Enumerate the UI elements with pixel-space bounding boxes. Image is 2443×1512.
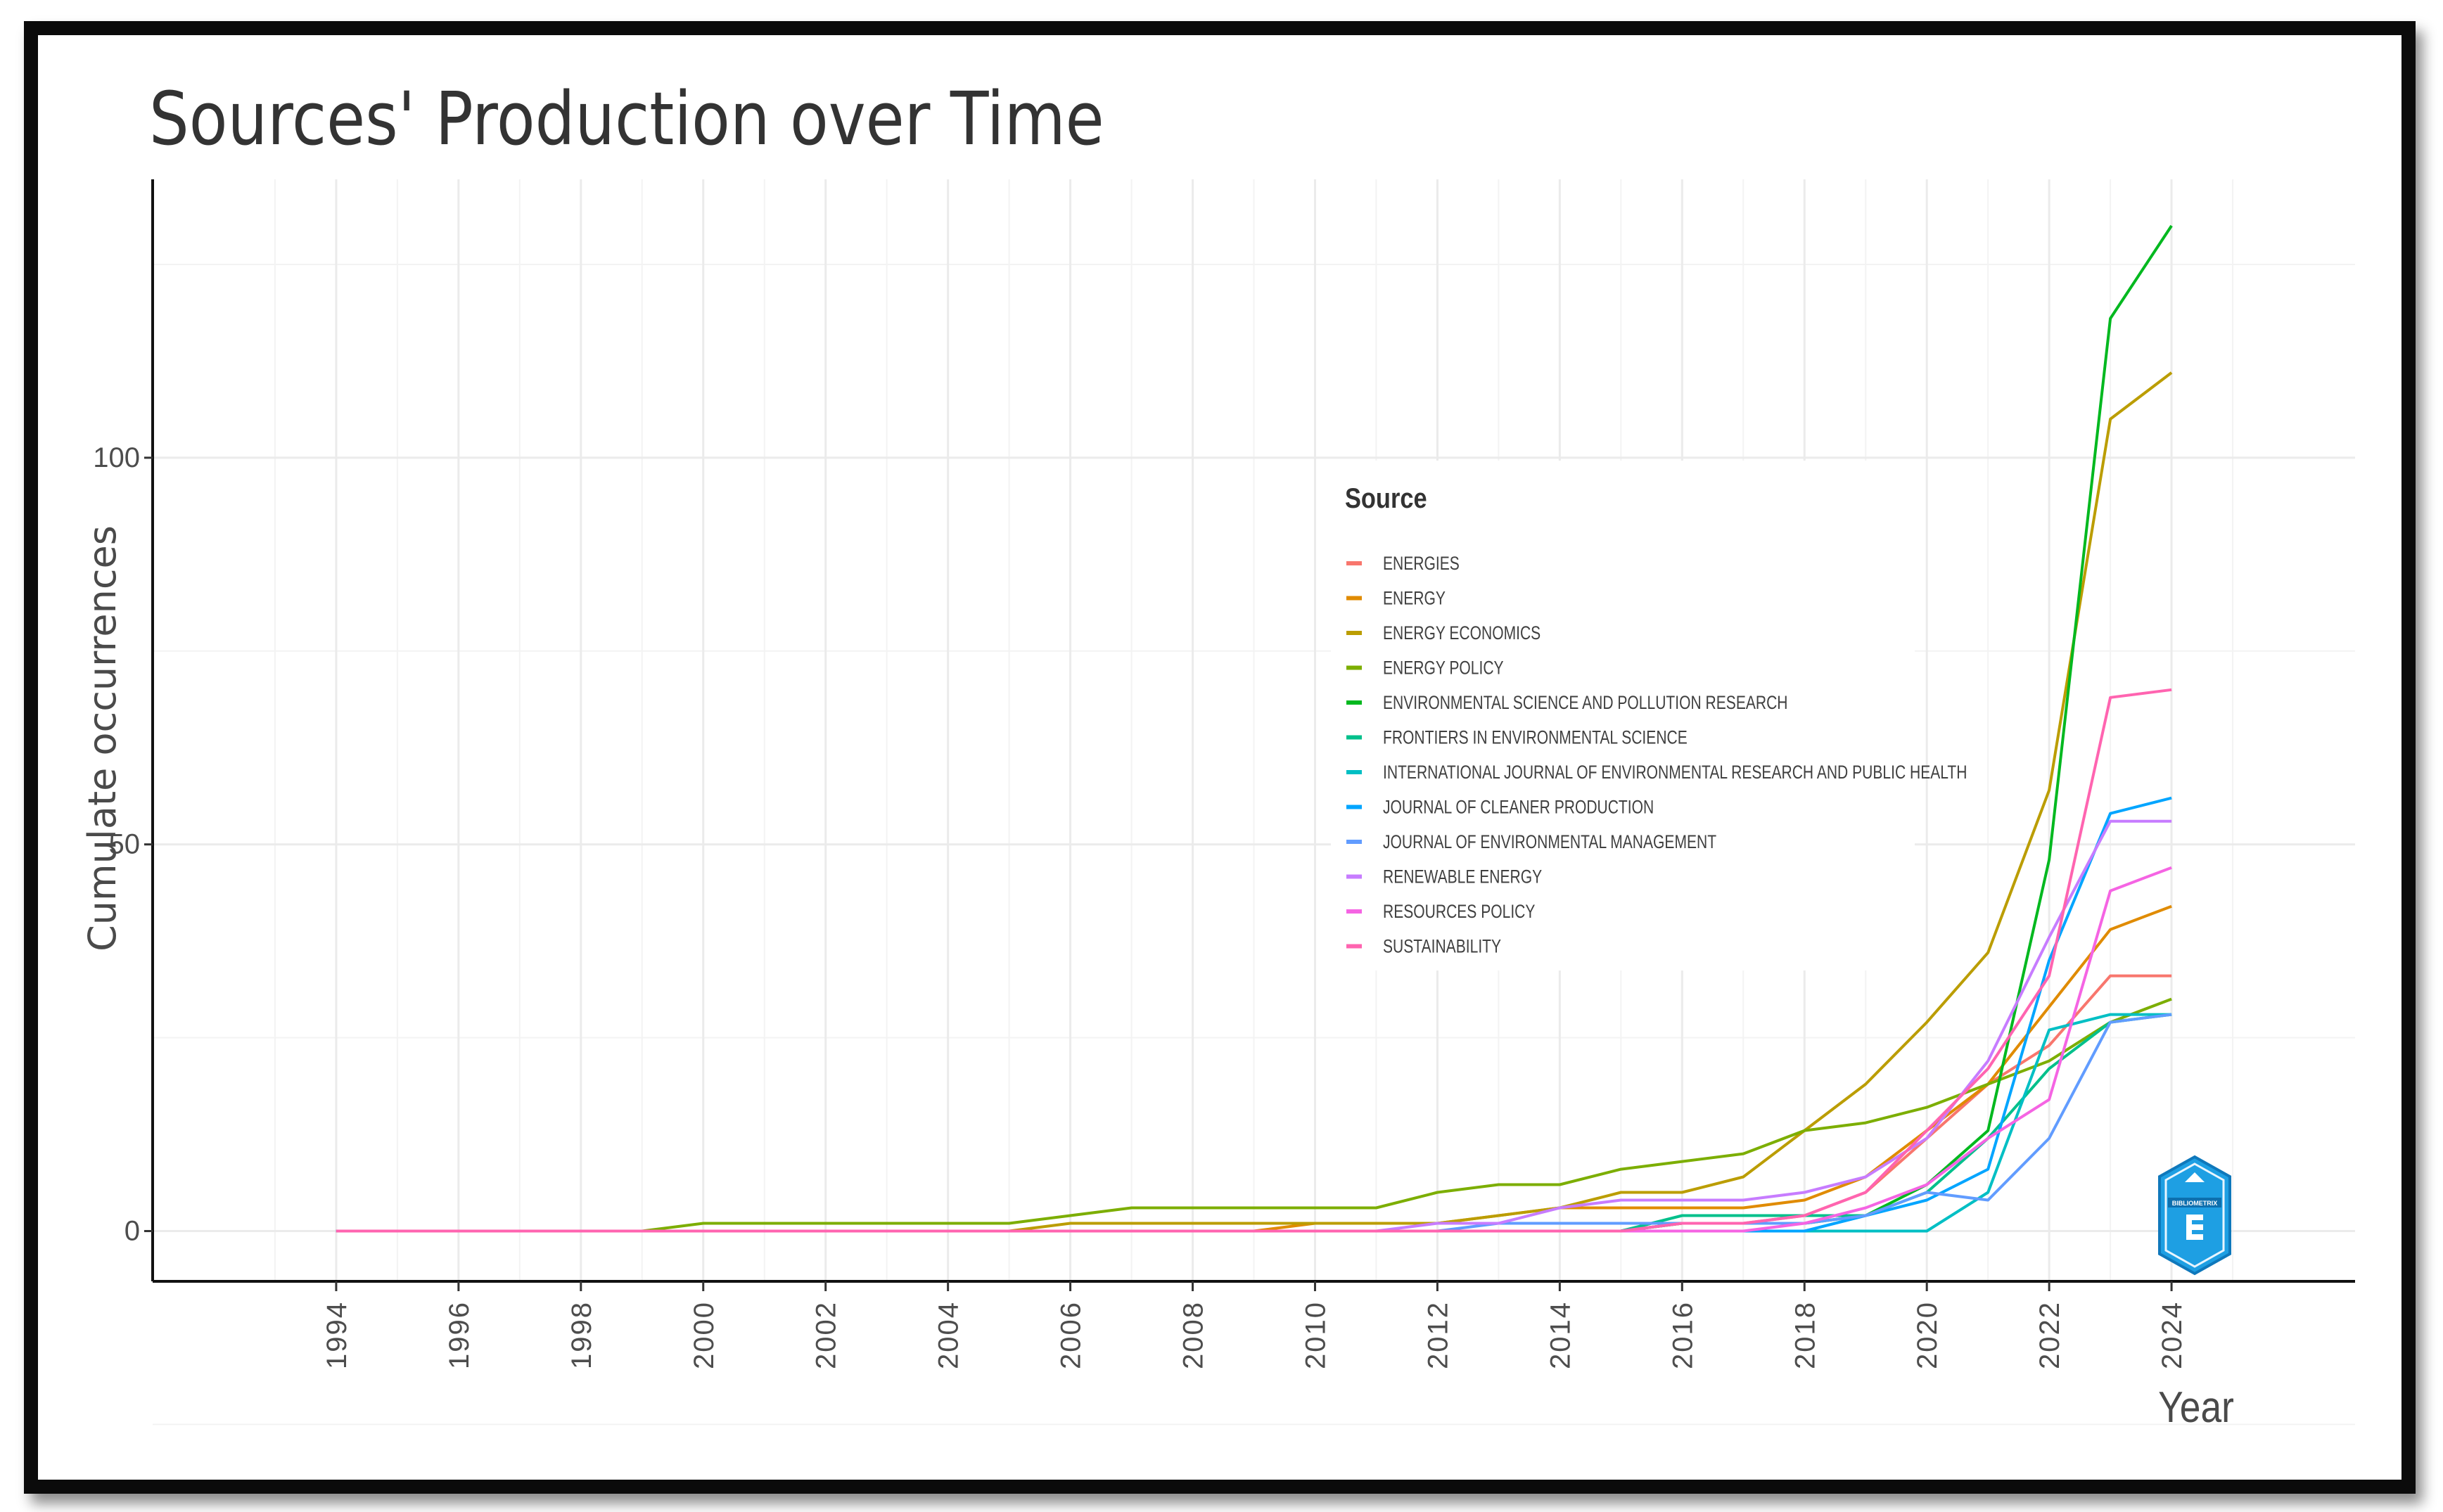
legend-label: SUSTAINABILITY: [1383, 936, 1501, 957]
logo-text: BIBLIOMETRIX: [2172, 1200, 2218, 1207]
y-ticks: 0 50 100: [93, 442, 153, 1247]
legend-label: RESOURCES POLICY: [1383, 902, 1535, 923]
x-tick-label: 2024: [2157, 1301, 2188, 1369]
legend-title: Source: [1345, 482, 1427, 514]
grid: [153, 179, 2355, 1425]
x-tick-label: 2000: [689, 1301, 720, 1369]
y-axis-label: Cumulate occurrences: [80, 525, 125, 952]
chart-svg: 0 50 100 1994 1996 1998 2000 2002 2004 2006 2008 2…: [80, 76, 2355, 1432]
legend-label: JOURNAL OF CLEANER PRODUCTION: [1383, 797, 1654, 818]
x-tick-label: 1994: [321, 1301, 352, 1369]
y-tick-label: 0: [125, 1216, 140, 1247]
x-tick-label: 2012: [1422, 1301, 1453, 1369]
x-tick-label: 1996: [444, 1301, 475, 1369]
logo-band: [2168, 1198, 2221, 1207]
logo-hexagon-inner: [2164, 1162, 2225, 1268]
legend-label: FRONTIERS IN ENVIRONMENTAL SCIENCE: [1383, 727, 1688, 748]
logo-peak: [2185, 1172, 2205, 1182]
legend-background: [1331, 461, 1915, 970]
legend-label: ENVIRONMENTAL SCIENCE AND POLLUTION RESE…: [1383, 693, 1788, 714]
x-ticks: 1994 1996 1998 2000 2002 2004 2006 2008 2010 2012…: [321, 1281, 2188, 1369]
legend-label: JOURNAL OF ENVIRONMENTAL MANAGEMENT: [1383, 832, 1716, 853]
legend-label: ENERGY POLICY: [1383, 658, 1504, 679]
series-line-11: [336, 688, 2172, 1233]
legend-label: ENERGY: [1383, 588, 1446, 609]
legend-label: ENERGY ECONOMICS: [1383, 623, 1541, 644]
x-tick-label: 2004: [933, 1301, 964, 1369]
chart-frame: 0 50 100 1994 1996 1998 2000 2002 2004 2006 2008 2…: [24, 21, 2416, 1494]
legend-label: ENERGIES: [1383, 553, 1460, 575]
x-tick-label: 2002: [811, 1301, 842, 1369]
legend-items: ENERGIES ENERGY ENERGY ECONOMICS ENERGY POL…: [1346, 553, 1967, 957]
x-tick-label: 2018: [1790, 1301, 1820, 1369]
x-tick-label: 2008: [1178, 1301, 1209, 1369]
x-tick-label: 2020: [1912, 1301, 1943, 1369]
series-lines: [336, 224, 2173, 1233]
logo-figure: [2186, 1215, 2203, 1240]
legend-label: INTERNATIONAL JOURNAL OF ENVIRONMENTAL R…: [1383, 762, 1967, 783]
x-tick-label: 2010: [1300, 1301, 1331, 1369]
y-tick-label: 100: [93, 442, 140, 473]
chart-title: Sources' Production over Time: [149, 76, 1104, 161]
legend-label: RENEWABLE ENERGY: [1383, 866, 1542, 888]
x-tick-label: 2022: [2034, 1301, 2065, 1369]
x-tick-label: 2014: [1545, 1301, 1576, 1369]
y-tick-label: 50: [109, 829, 141, 860]
x-tick-label: 1998: [566, 1301, 597, 1369]
x-tick-label: 2016: [1667, 1301, 1698, 1369]
x-axis-label: Year: [2158, 1383, 2234, 1432]
axes: [151, 179, 2355, 1283]
x-tick-label: 2006: [1056, 1301, 1087, 1369]
bibliometrix-logo-icon: BIBLIOMETRIX: [2158, 1155, 2231, 1276]
